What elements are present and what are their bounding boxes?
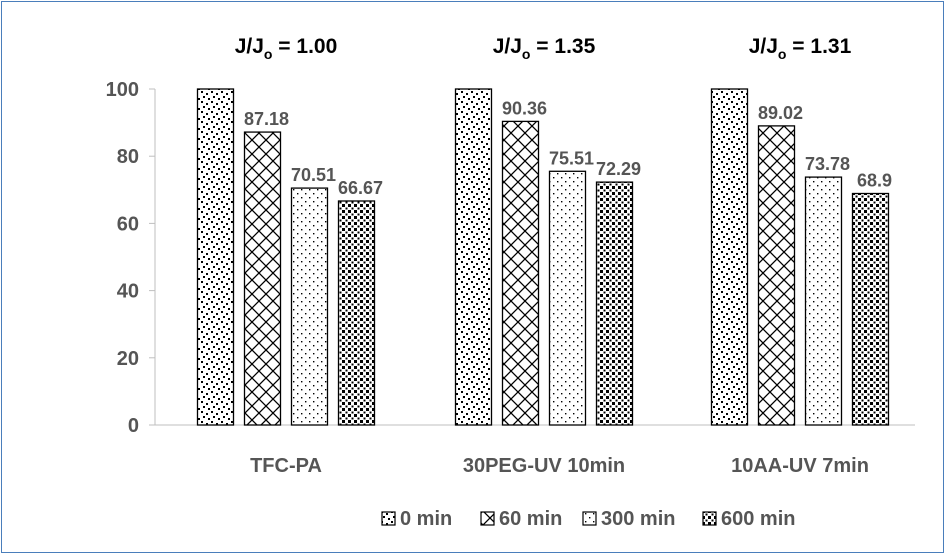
data-label: 68.9 [857,170,892,190]
data-label: 75.51 [549,148,594,168]
x-category-label: 10AA-UV 7min [731,455,869,477]
bar [290,187,329,426]
bar [454,88,493,426]
legend-label: 0 min [400,508,452,530]
y-tick-label: 0 [128,415,139,437]
legend-swatch [381,511,396,526]
data-label: 70.51 [291,165,336,185]
x-category-label: 30PEG-UV 10min [463,455,625,477]
y-tick-label: 60 [117,213,139,235]
data-label: 89.02 [758,103,803,123]
legend-label: 600 min [721,508,795,530]
bar [595,181,634,426]
data-label: 90.36 [502,98,547,118]
data-label: 66.67 [338,178,383,198]
x-category-label: TFC-PA [250,455,322,477]
bar [548,170,587,426]
y-tick-label: 40 [117,281,139,303]
bar [851,192,890,426]
legend-swatch [702,511,717,526]
y-tick-label: 80 [117,146,139,168]
legend-label: 300 min [601,508,675,530]
data-label: 72.29 [596,159,641,179]
bar [710,88,749,426]
legend-swatch [480,511,495,526]
legend-label: 60 min [499,508,562,530]
legend-swatch [582,511,597,526]
flux-ratio-annotation: J/Jo = 1.35 [493,35,596,62]
y-tick-label: 100 [106,79,139,101]
bar [243,131,282,426]
bar [196,88,235,426]
y-tick-label: 20 [117,348,139,370]
data-label: 87.18 [244,109,289,129]
flux-ratio-annotation: J/Jo = 1.31 [749,35,852,62]
bar [804,176,843,426]
bar [757,125,796,426]
bar [337,200,376,426]
bar [501,120,540,426]
flux-ratio-annotation: J/Jo = 1.00 [235,35,338,62]
data-label: 73.78 [805,154,850,174]
